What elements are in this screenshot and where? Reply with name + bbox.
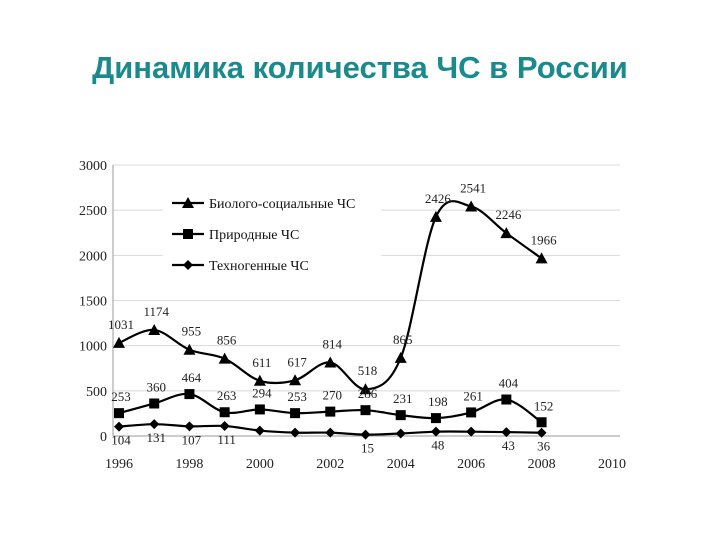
data-label: 43 (502, 438, 515, 453)
triangle-point (253, 374, 266, 386)
y-tick-label: 500 (86, 385, 107, 400)
square-point (290, 408, 301, 419)
diamond-point (184, 421, 195, 432)
triangle-point (218, 352, 231, 364)
data-label: 464 (182, 370, 202, 385)
data-label: 270 (323, 388, 343, 403)
diamond-point (466, 426, 477, 437)
data-label: 48 (431, 438, 444, 453)
square-point (184, 389, 195, 400)
y-tick-label: 2000 (79, 249, 107, 264)
data-label: 404 (499, 376, 519, 391)
x-tick-label: 2002 (316, 457, 344, 472)
data-label: 231 (393, 391, 413, 406)
x-tick-label: 2010 (598, 457, 626, 472)
data-label: 1031 (108, 317, 134, 332)
square-point (114, 408, 124, 419)
triangle-point (465, 200, 478, 212)
diamond-point (149, 419, 160, 430)
data-label: 2541 (460, 180, 486, 195)
data-label: 261 (463, 388, 483, 403)
square-point (430, 413, 441, 424)
data-label: 518 (358, 363, 378, 378)
square-point (254, 404, 265, 415)
y-tick-label: 1000 (79, 340, 107, 355)
data-label: 104 (111, 433, 131, 448)
square-point (501, 394, 512, 405)
diamond-point (114, 421, 124, 432)
data-label: 2246 (495, 207, 522, 222)
square-point (395, 410, 406, 421)
x-tick-label: 1996 (105, 457, 133, 472)
data-label: 611 (252, 355, 271, 370)
legend-triangle-icon (182, 197, 194, 208)
data-label: 263 (217, 388, 237, 403)
legend-label: Биолого-социальные ЧС (209, 197, 355, 212)
y-tick-label: 2500 (79, 204, 107, 219)
data-label: 814 (323, 336, 343, 351)
x-tick-label: 2004 (387, 457, 415, 472)
data-label: 15 (361, 441, 374, 456)
diamond-point (501, 427, 512, 438)
data-label: 617 (287, 354, 307, 369)
y-tick-label: 3000 (79, 159, 107, 174)
x-tick-label: 2006 (457, 457, 485, 472)
diamond-point (325, 427, 336, 438)
square-point (536, 417, 547, 428)
triangle-point (535, 252, 548, 264)
data-label: 360 (146, 379, 166, 394)
slide-title: Динамика количества ЧС в России (92, 50, 628, 85)
triangle-point (113, 336, 125, 348)
data-label: 1174 (143, 304, 169, 319)
triangle-point (183, 343, 196, 355)
legend-label: Техногенные ЧС (209, 259, 309, 274)
legend-label: Природные ЧС (209, 228, 299, 243)
triangle-point (500, 227, 513, 239)
square-point (466, 407, 477, 418)
diamond-point (219, 420, 230, 431)
x-tick-label: 2008 (528, 457, 556, 472)
data-label: 955 (182, 324, 202, 339)
x-tick-label: 1998 (175, 457, 203, 472)
data-label: 111 (217, 432, 236, 447)
square-point (219, 407, 230, 418)
y-tick-label: 1500 (79, 295, 107, 310)
square-point (325, 406, 336, 417)
legend-diamond-icon (183, 260, 193, 270)
data-label: 2426 (425, 191, 452, 206)
triangle-point (359, 383, 372, 395)
diamond-point (290, 427, 301, 438)
data-label: 286 (358, 386, 378, 401)
triangle-point (289, 374, 302, 386)
data-label: 856 (217, 333, 237, 348)
legend-square-icon (183, 229, 193, 239)
y-tick-label: 0 (100, 430, 107, 445)
data-label: 865 (393, 332, 413, 347)
data-label: 131 (146, 430, 166, 445)
data-label: 198 (428, 394, 448, 409)
data-label: 107 (182, 432, 202, 447)
data-label: 152 (534, 398, 554, 413)
diamond-point (360, 429, 371, 440)
diamond-point (395, 428, 406, 439)
data-label: 253 (287, 389, 307, 404)
diamond-point (254, 425, 265, 436)
triangle-point (324, 356, 337, 368)
data-label: 36 (537, 439, 551, 454)
diamond-point (430, 426, 441, 437)
triangle-point (429, 210, 442, 222)
diamond-point (536, 427, 547, 438)
data-label: 253 (111, 389, 131, 404)
x-tick-label: 2000 (246, 457, 274, 472)
square-point (149, 398, 160, 409)
triangle-point (394, 351, 407, 363)
square-point (360, 405, 371, 416)
data-label: 1966 (531, 232, 558, 247)
triangle-point (148, 323, 161, 335)
data-label: 294 (252, 385, 272, 400)
